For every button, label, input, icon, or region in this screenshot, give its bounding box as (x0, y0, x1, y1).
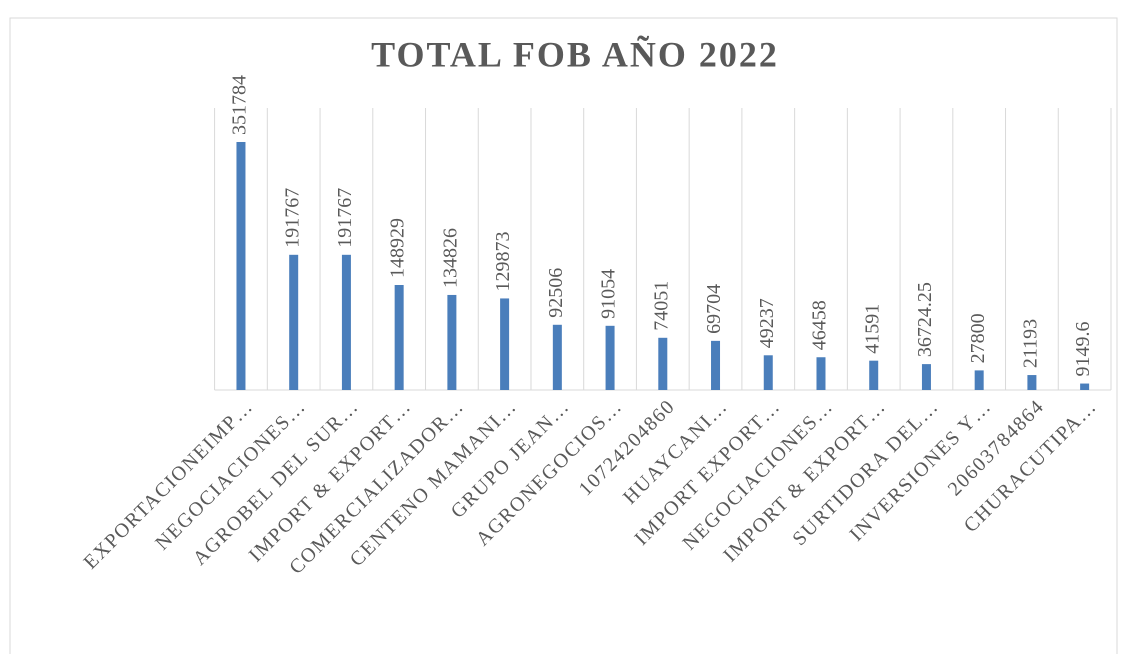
bar (447, 294, 457, 390)
data-label: 92506 (545, 268, 567, 318)
bar (658, 337, 668, 390)
data-label: 36724.25 (914, 282, 936, 357)
data-label: 21193 (1019, 319, 1041, 368)
bar (341, 254, 351, 390)
bar (869, 360, 879, 390)
data-label: 91054 (598, 269, 620, 319)
bar (763, 355, 773, 390)
bar (711, 340, 721, 390)
data-label: 49237 (756, 298, 778, 348)
data-label: 27800 (967, 313, 989, 363)
bar (552, 324, 562, 390)
chart-title: TOTAL FOB AÑO 2022 (371, 34, 779, 74)
data-label: 134826 (439, 228, 461, 288)
data-label: 69704 (703, 284, 725, 334)
bar (1027, 375, 1037, 390)
bar (974, 370, 984, 390)
bar (921, 364, 931, 390)
data-label: 191767 (334, 188, 356, 248)
bar (605, 325, 615, 390)
data-label: 129873 (492, 231, 514, 291)
bar (236, 141, 246, 390)
bar (289, 254, 299, 390)
chart-border (9, 17, 1118, 654)
data-label: 9149.6 (1072, 322, 1094, 377)
data-label: 191767 (281, 188, 303, 248)
data-label: 46458 (809, 300, 831, 350)
data-label: 41591 (861, 304, 883, 354)
data-label: 351784 (229, 75, 251, 135)
bar (500, 298, 510, 390)
bar (394, 285, 404, 390)
bar (816, 357, 826, 390)
data-label: 74051 (650, 281, 672, 331)
bar (1080, 383, 1090, 390)
data-label: 148929 (387, 218, 409, 278)
